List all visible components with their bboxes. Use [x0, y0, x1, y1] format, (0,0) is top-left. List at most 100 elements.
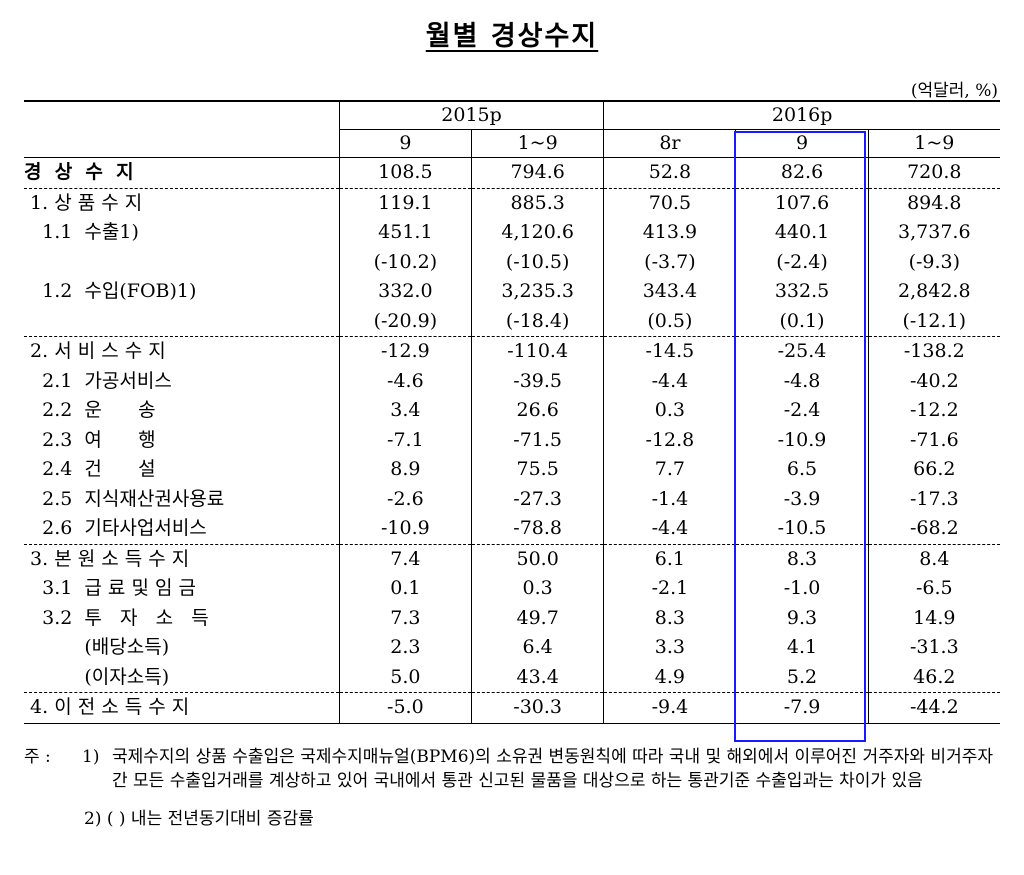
footnotes: 주 : 1) 국제수지의 상품 수출입은 국제수지매뉴얼(BPM6)의 소유권 … — [24, 745, 1004, 831]
table-row: 3. 본 원 소 득 수 지 7.4 50.0 6.1 8.3 8.4 — [24, 543, 1000, 574]
cell-value: 8.9 — [338, 455, 472, 485]
cell-value: 720.8 — [867, 157, 1000, 188]
cell-value: 2.3 — [338, 633, 472, 663]
cell-value: 4.9 — [603, 662, 736, 693]
cell-value: -12.8 — [603, 425, 736, 455]
cell-value: -68.2 — [867, 514, 1000, 544]
cell-value: 2,842.8 — [867, 277, 1000, 307]
row-label — [24, 307, 339, 337]
current-account-table: 2015p 2016p 9 1~9 8r 9 1~9 경 상 수 지 108.5 7… — [24, 100, 1000, 724]
cell-value: (-20.9) — [338, 306, 472, 337]
cell-value: 3.4 — [338, 396, 472, 426]
cell-value: -31.3 — [867, 633, 1000, 663]
cell-value: 894.8 — [867, 187, 1000, 218]
cell-value: (0.5) — [603, 306, 736, 337]
cell-value: -4.4 — [603, 366, 736, 396]
cell-value: 4,120.6 — [470, 218, 604, 248]
cell-value: -71.6 — [867, 425, 1000, 455]
table-row: 2.5 지식재산권사용료 -2.6 -27.3 -1.4 -3.9 -17.3 — [24, 484, 1000, 514]
unit-label: (억달러, %) — [910, 81, 998, 101]
row-label: 2.6 기타사업서비스 — [24, 517, 207, 539]
cell-value: -5.0 — [338, 692, 472, 724]
cell-value: -71.5 — [470, 425, 604, 455]
cell-value: 6.4 — [470, 633, 604, 663]
cell-value: -12.2 — [867, 396, 1000, 426]
table-row: 1.2 수입(FOB)1) 332.0 3,235.3 343.4 332.5 2,842… — [24, 277, 1000, 307]
table-row: 경 상 수 지 108.5 794.6 52.8 82.6 720.8 — [24, 157, 1000, 188]
cell-value: 3,737.6 — [867, 218, 1000, 248]
cell-value: -39.5 — [470, 366, 604, 396]
cell-value: 3,235.3 — [470, 277, 604, 307]
cell-value: 14.9 — [867, 603, 1000, 633]
cell-value: -3.9 — [735, 484, 869, 514]
row-label: 2.1 가공서비스 — [24, 369, 172, 392]
cell-value: 6.1 — [603, 543, 736, 574]
cell-value: 8.3 — [735, 543, 869, 574]
header-year-2016: 2016p — [603, 100, 1000, 130]
cell-value: -138.2 — [867, 336, 1000, 367]
header-row-months: 9 1~9 8r 9 1~9 — [24, 129, 1000, 158]
header-col: 8r — [603, 129, 736, 158]
cell-value: (0.1) — [735, 306, 869, 337]
table-row: 4. 이 전 소 득 수 지 -5.0 -30.3 -9.4 -7.9 -44.2 — [24, 692, 1000, 724]
cell-value: -40.2 — [867, 366, 1000, 396]
cell-value: 3.3 — [603, 633, 736, 663]
cell-value: -78.8 — [470, 514, 604, 544]
cell-value: 9.3 — [735, 603, 869, 633]
table-row: (-10.2) (-10.5) (-3.7) (-2.4) (-9.3) — [24, 247, 1000, 277]
row-label: 2.5 지식재산권사용료 — [24, 487, 225, 510]
cell-value: -10.5 — [735, 514, 869, 544]
cell-value: 107.6 — [735, 187, 869, 218]
cell-value: -10.9 — [735, 425, 869, 455]
cell-value: 451.1 — [338, 218, 472, 248]
row-label: 3.2 투 자 소 득 — [24, 606, 209, 629]
cell-value: 343.4 — [603, 277, 736, 307]
row-label: 2. 서 비 스 수 지 — [24, 336, 340, 367]
cell-value: 332.5 — [735, 277, 869, 307]
row-label: (이자소득) — [24, 665, 170, 688]
cell-value: (-10.5) — [470, 247, 604, 277]
cell-value: 50.0 — [470, 543, 604, 574]
cell-value: -14.5 — [603, 336, 736, 367]
cell-value: 108.5 — [338, 157, 472, 188]
cell-value: -4.4 — [603, 514, 736, 544]
cell-value: 46.2 — [867, 662, 1000, 693]
cell-value: -7.1 — [338, 425, 472, 455]
table-row: (배당소득) 2.3 6.4 3.3 4.1 -31.3 — [24, 633, 1000, 663]
cell-value: -4.6 — [338, 366, 472, 396]
page-title: 월별 경상수지 — [425, 21, 599, 52]
cell-value: (-2.4) — [735, 247, 869, 277]
table-row: 2.4 건 설 8.9 75.5 7.7 6.5 66.2 — [24, 455, 1000, 485]
cell-value: -1.4 — [603, 484, 736, 514]
cell-value: 8.4 — [867, 543, 1000, 574]
row-label: 1.2 수입(FOB)1) — [24, 280, 197, 302]
row-label: 1. 상 품 수 지 — [24, 187, 340, 218]
cell-value: 43.4 — [470, 662, 604, 693]
cell-value: (-18.4) — [470, 306, 604, 337]
cell-value: 7.3 — [338, 603, 472, 633]
header-col: 9 — [338, 129, 472, 158]
row-label: 2.2 운 송 — [24, 399, 156, 421]
table-row: 2.6 기타사업서비스 -10.9 -78.8 -4.4 -10.5 -68.2 — [24, 514, 1000, 544]
cell-value: -1.0 — [735, 574, 869, 604]
table-row: (-20.9) (-18.4) (0.5) (0.1) (-12.1) — [24, 306, 1000, 337]
cell-value: 7.7 — [603, 455, 736, 485]
cell-value: 5.0 — [338, 662, 472, 693]
cell-value: -17.3 — [867, 484, 1000, 514]
cell-value: 75.5 — [470, 455, 604, 485]
cell-value: 70.5 — [603, 187, 736, 218]
cell-value: 6.5 — [735, 455, 869, 485]
table-row: 1. 상 품 수 지 119.1 885.3 70.5 107.6 894.8 — [24, 187, 1000, 218]
table-row: 1.1 수출1) 451.1 4,120.6 413.9 440.1 3,737.6 — [24, 218, 1000, 248]
table-row: 2.1 가공서비스 -4.6 -39.5 -4.4 -4.8 -40.2 — [24, 366, 1000, 396]
table-row: 2.3 여 행 -7.1 -71.5 -12.8 -10.9 -71.6 — [24, 425, 1000, 455]
cell-value: 119.1 — [338, 187, 472, 218]
table-row: 3.1 급 료 및 임 금 0.1 0.3 -2.1 -1.0 -6.5 — [24, 574, 1000, 604]
table-row: 2.2 운 송 3.4 26.6 0.3 -2.4 -12.2 — [24, 396, 1000, 426]
cell-value: 7.4 — [338, 543, 472, 574]
cell-value: 8.3 — [603, 603, 736, 633]
cell-value: -110.4 — [470, 336, 604, 367]
cell-value: 0.3 — [470, 574, 604, 604]
header-col: 9 — [735, 129, 869, 158]
cell-value: (-9.3) — [867, 247, 1000, 277]
